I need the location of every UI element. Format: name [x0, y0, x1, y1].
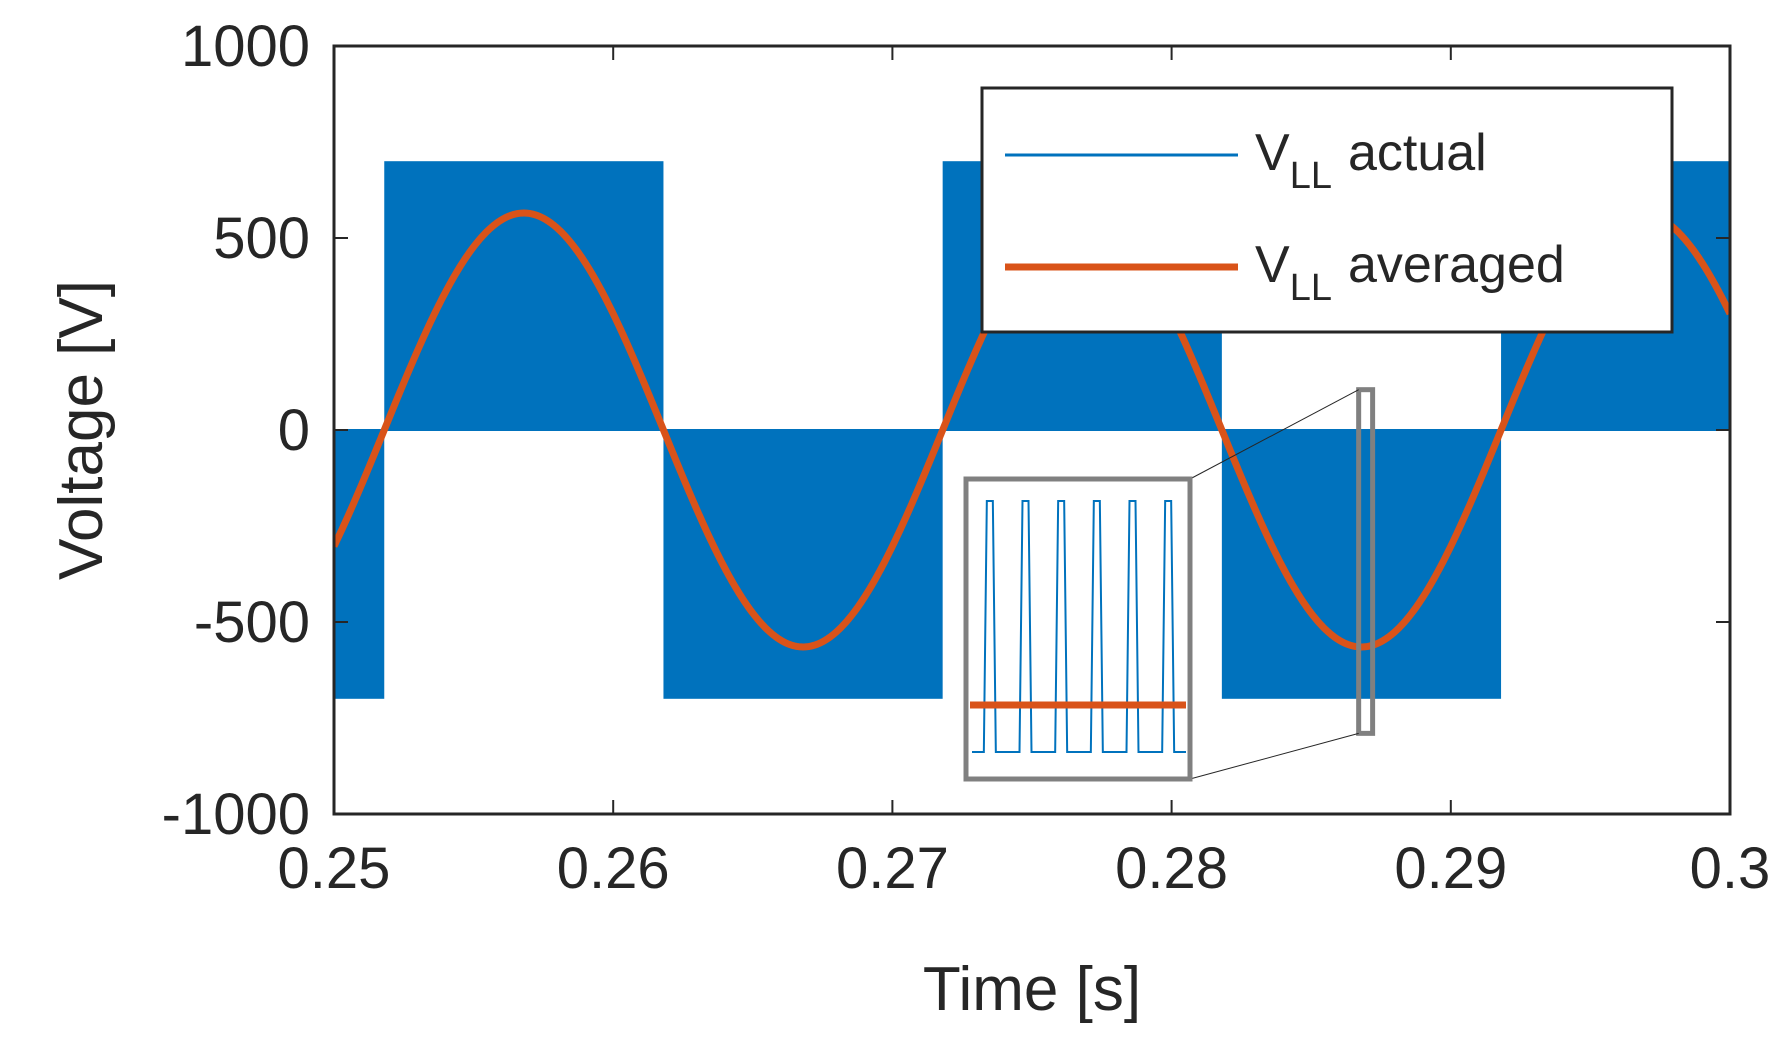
zoom-region-box: [1356, 387, 1376, 736]
tick-layer: [333, 45, 1731, 815]
y-tick-label: -1000: [162, 782, 310, 847]
inset-pulse-line: [972, 500, 1186, 753]
tick-label-layer: 0.25 0.26 0.27 0.28 0.29 0.3 1000 500 0 -500 -1000: [162, 14, 1771, 901]
y-tick-label: 1000: [181, 14, 310, 79]
y-tick-label: -500: [194, 590, 310, 655]
zoom-connector-bottom: [1189, 732, 1359, 780]
inset-layer: [963, 387, 1376, 782]
y-tick-label: 0: [278, 398, 310, 463]
pwm-block-2: [663, 430, 943, 699]
legend-label-actual: VLL actual: [1255, 124, 1487, 197]
pwm-block-0: [334, 430, 385, 699]
legend-label-averaged: VLL averaged: [1255, 236, 1565, 309]
x-axis-title: Time [s]: [923, 955, 1141, 1024]
legend-box: [980, 86, 1674, 334]
x-tick-label: 0.3: [1690, 836, 1771, 901]
zoom-connector-top: [1189, 389, 1359, 480]
pwm-block-4: [1221, 430, 1502, 699]
pwm-block-1: [384, 161, 664, 430]
x-tick-label: 0.29: [1394, 836, 1507, 901]
y-tick-label: 500: [213, 206, 310, 271]
x-tick-label: 0.26: [557, 836, 670, 901]
x-tick-label: 0.27: [836, 836, 949, 901]
x-tick-label: 0.25: [278, 836, 391, 901]
legend: VLL actual VLL averaged: [980, 86, 1674, 334]
inset-box: [963, 476, 1193, 782]
y-axis-title: Voltage [V]: [47, 280, 116, 580]
x-tick-label: 0.28: [1115, 836, 1228, 901]
